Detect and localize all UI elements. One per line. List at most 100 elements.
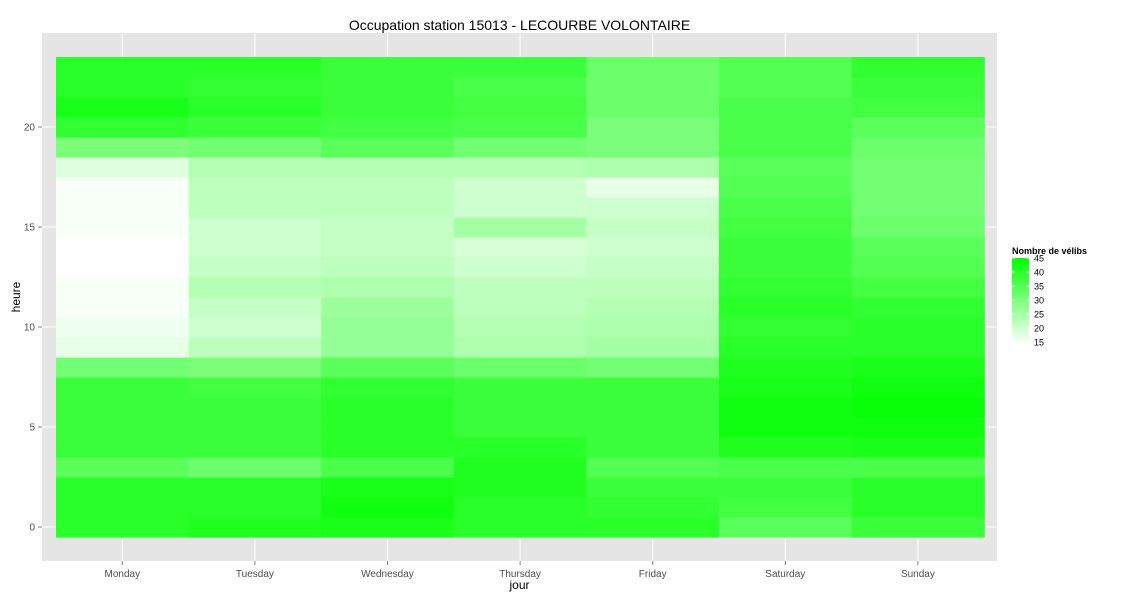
heatmap-cell [56,137,190,158]
heatmap-cell [586,477,720,498]
x-axis-title: jour [508,578,529,592]
heatmap-cell [453,277,587,298]
heatmap-cell [586,417,720,438]
heatmap-cell [188,77,322,98]
heatmap-cell [321,417,455,438]
heatmap-cell [188,477,322,498]
heatmap-cell [453,197,587,218]
heatmap-cell [188,457,322,478]
heatmap-cell [851,177,985,198]
heatmap-cell [188,237,322,258]
heatmap-cell [56,357,190,378]
heatmap-cell [453,497,587,518]
y-axis-ticks: 0 5 10 15 20 [24,123,42,534]
heatmap-cell [56,197,190,218]
legend-tick-label: 15 [1034,338,1044,348]
heatmap-cell [453,477,587,498]
heatmap-cell [188,297,322,318]
heatmap-cell [321,337,455,358]
heatmap-cell [586,317,720,338]
heatmap-cell [719,297,853,318]
heatmap-cell [321,197,455,218]
x-tick-label: Thursday [499,569,541,580]
heatmap-cell [321,57,455,78]
heatmap-cell [586,157,720,178]
heatmap-cell [719,217,853,238]
heatmap-cell [586,497,720,518]
heatmap-cell [321,97,455,118]
legend-tick-label: 45 [1034,254,1044,264]
heatmap-cell [586,177,720,198]
heatmap-cell [56,177,190,198]
heatmap-cell [851,117,985,138]
heatmap-cell [188,277,322,298]
heatmap-cell [453,257,587,278]
heatmap-cell [188,197,322,218]
heatmap-cell [188,217,322,238]
legend-tick-label: 30 [1034,296,1044,306]
heatmap-cell [586,97,720,118]
heatmap-cell [321,457,455,478]
heatmap-cell [188,417,322,438]
y-tick-label: 0 [29,523,35,534]
heatmap-cell [453,57,587,78]
heatmap-cell [851,197,985,218]
heatmap-cell [188,497,322,518]
heatmap-cell [56,377,190,398]
heatmap-cell [851,137,985,158]
x-tick-label: Sunday [901,569,935,580]
heatmap-cell [321,497,455,518]
heatmap-cell [586,377,720,398]
heatmap-cell [188,437,322,458]
heatmap-cell [321,377,455,398]
heatmap-cell [453,237,587,258]
heatmap-cell [719,77,853,98]
heatmap-cell [321,317,455,338]
heatmap-cell [56,257,190,278]
heatmap-cell [56,437,190,458]
heatmap-cell [56,97,190,118]
heatmap-cell [56,317,190,338]
heatmap-cell [453,357,587,378]
heatmap-cell [719,497,853,518]
heatmap-cell [586,357,720,378]
heatmap-cell [851,457,985,478]
heatmap-cell [851,57,985,78]
heatmap-cell [719,117,853,138]
heatmap-cell [188,377,322,398]
heatmap-cell [56,217,190,238]
legend-ticks: 15 20 25 30 35 40 45 [1012,254,1044,348]
heatmap-cell [851,77,985,98]
heatmap-cell [586,277,720,298]
heatmap-cell [851,357,985,378]
heatmap-cell [188,257,322,278]
heatmap-cell [719,97,853,118]
heatmap-cell [586,217,720,238]
heatmap-cell [188,157,322,178]
legend-color-bar [1012,258,1029,345]
heatmap-cell [719,457,853,478]
heatmap-cell [56,77,190,98]
heatmap-cell [453,177,587,198]
x-tick-label: Monday [105,569,141,580]
heatmap-cell [188,337,322,358]
heatmap-cell [56,157,190,178]
heatmap-cell [851,97,985,118]
y-tick-label: 15 [24,223,36,234]
heatmap-cell [188,177,322,198]
heatmap-cell [851,477,985,498]
x-tick-label: Wednesday [361,569,414,580]
heatmap-cell [453,337,587,358]
heatmap-cell [586,57,720,78]
heatmap-cell [719,437,853,458]
heatmap-cell [851,217,985,238]
heatmap-cell [586,297,720,318]
heatmap-cell [586,197,720,218]
heatmap-cell [56,57,190,78]
legend-tick-label: 40 [1034,268,1044,278]
heatmap-cell [851,277,985,298]
heatmap-cell [321,357,455,378]
heatmap-cell [851,417,985,438]
heatmap-cell [851,257,985,278]
